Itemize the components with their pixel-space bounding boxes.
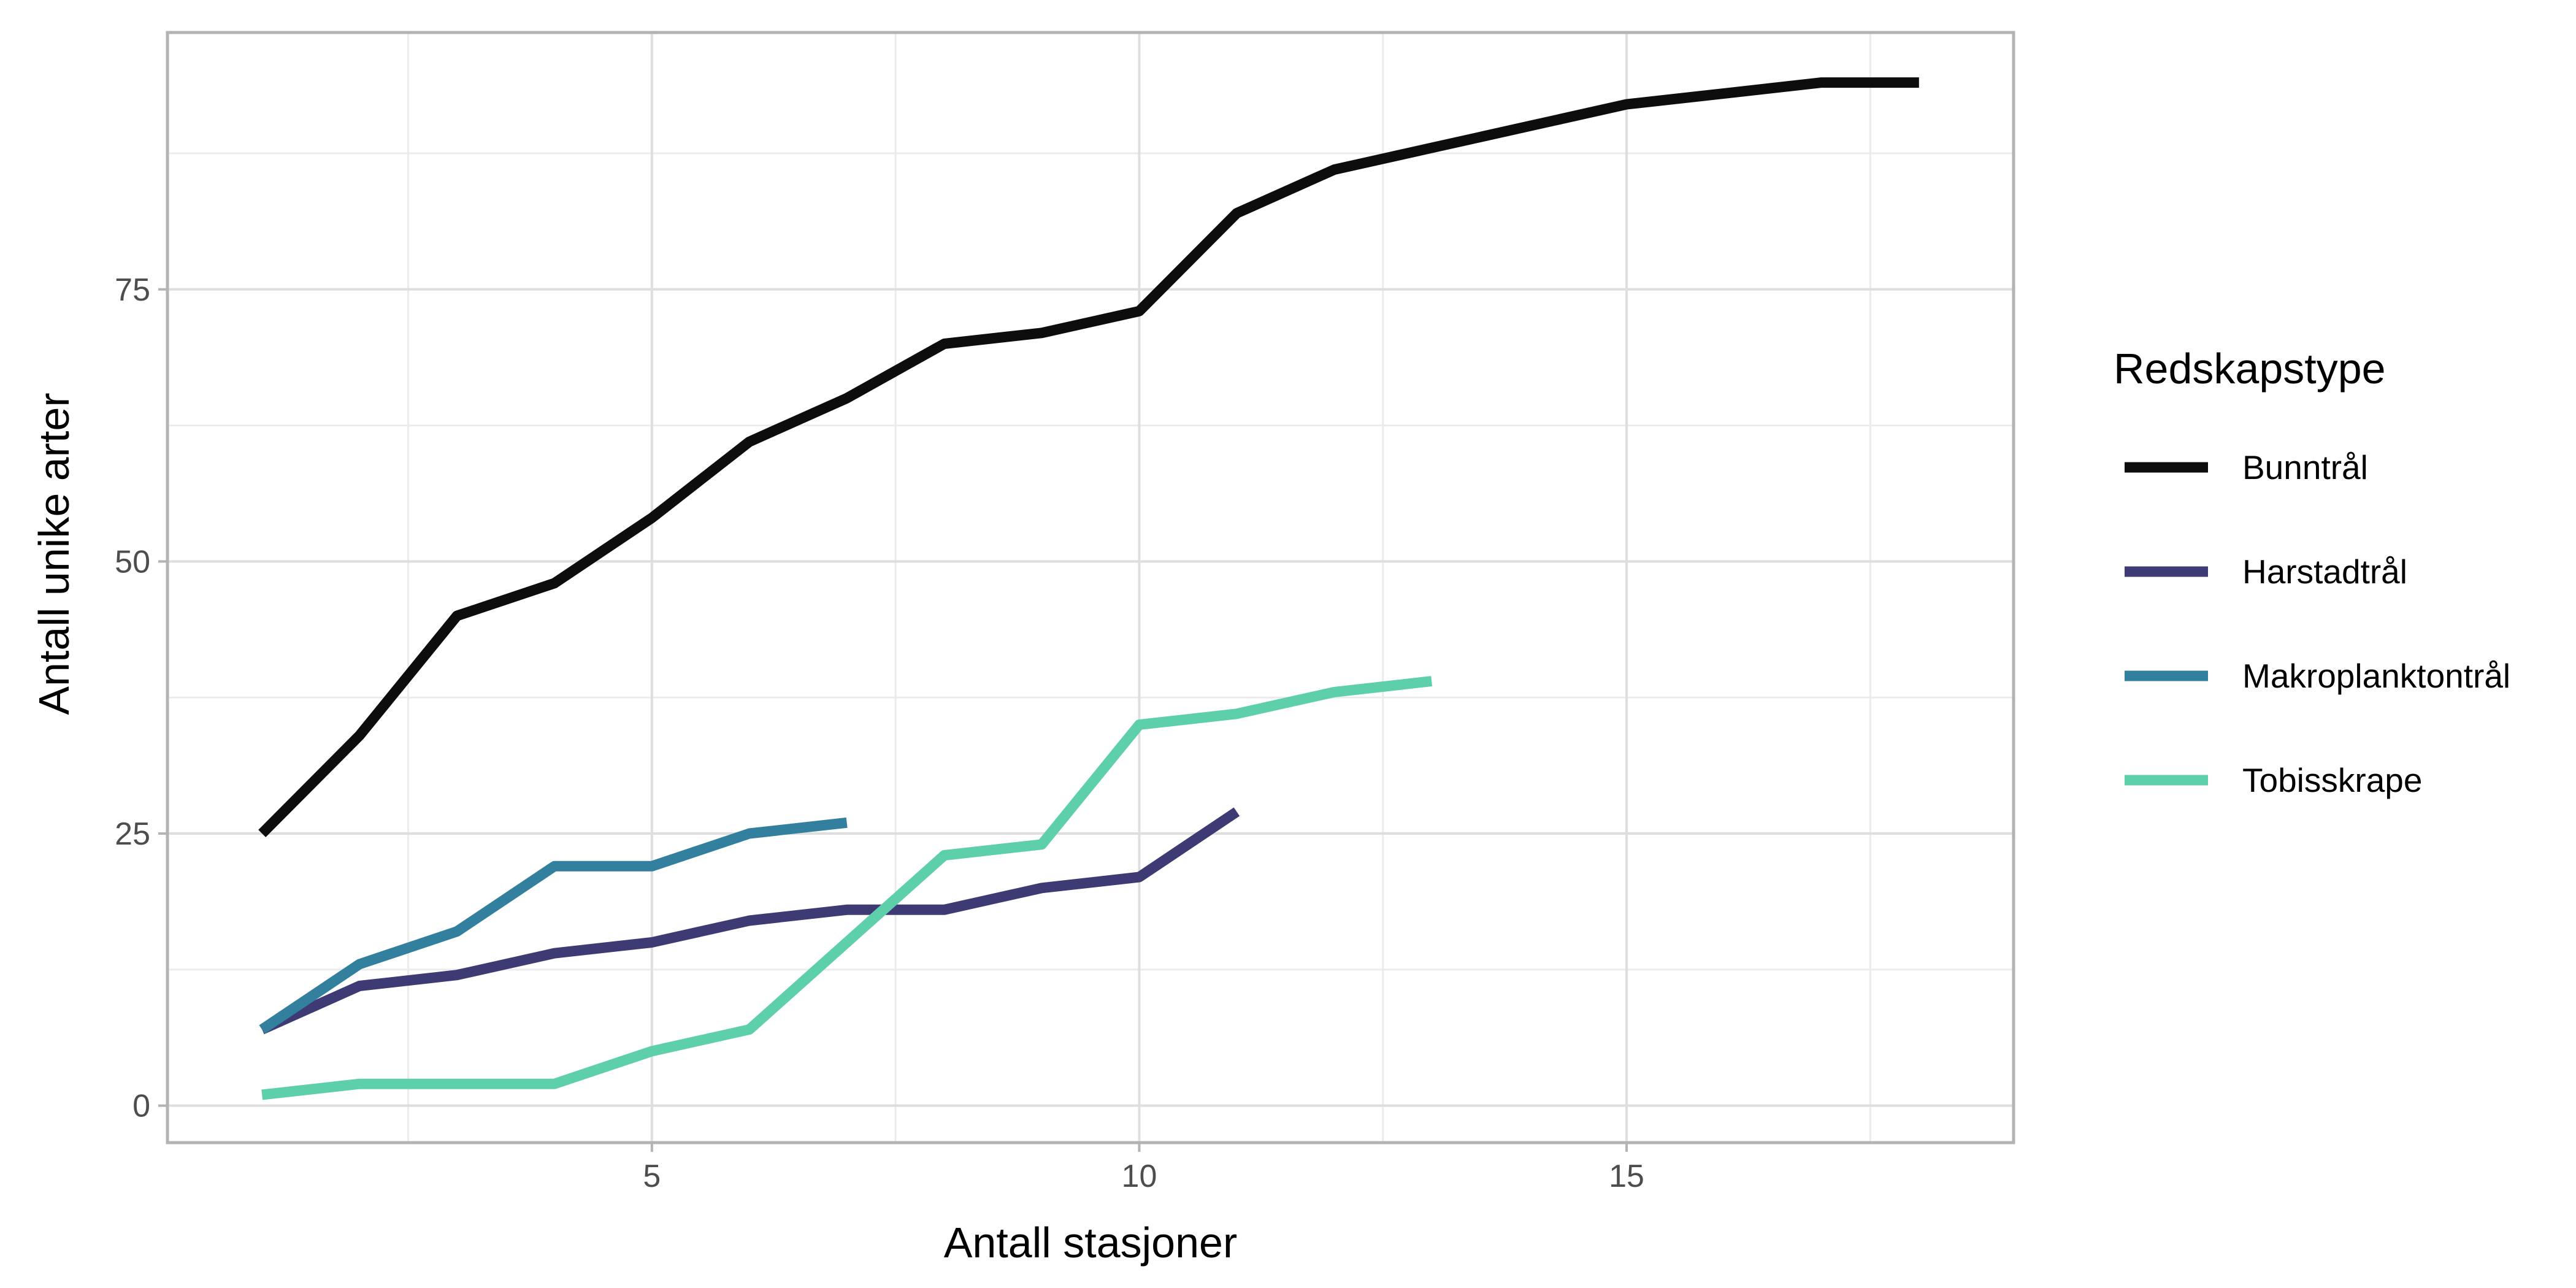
plot-panel-border (166, 31, 2015, 1144)
series-lines (258, 77, 1919, 1100)
legend-item-label: Makroplanktontrål (2242, 657, 2510, 695)
y-tick-label: 50 (115, 544, 150, 580)
y-tick-label: 25 (115, 816, 150, 852)
tick-labels: 5 10 15 0 25 50 75 (115, 272, 1644, 1194)
series-line-bunntr-l (258, 77, 1919, 837)
y-tick-label: 0 (132, 1089, 150, 1124)
major-gridlines (167, 33, 2014, 1143)
x-tick-label: 15 (1609, 1159, 1644, 1194)
legend-item-label: Bunntrål (2242, 448, 2368, 486)
legend-item-label: Tobisskrape (2242, 761, 2422, 799)
y-tick-label: 75 (115, 272, 150, 308)
minor-gridlines (167, 33, 2014, 1143)
legend: Redskapstype Bunntrål Harstadtrål Makropla… (2114, 345, 2510, 799)
series-line-harstadtr-l (259, 807, 1240, 1035)
axis-ticks (158, 288, 1628, 1152)
x-tick-label: 5 (643, 1159, 661, 1194)
legend-item-label: Harstadtrål (2242, 553, 2407, 591)
y-axis-title: Antall unike arter (30, 393, 78, 715)
legend-title: Redskapstype (2114, 345, 2386, 393)
series-line-makroplanktontr-l (259, 817, 848, 1034)
x-tick-label: 10 (1122, 1159, 1157, 1194)
series-line-tobisskrape (261, 676, 1433, 1100)
x-axis-title: Antall stasjoner (944, 1219, 1238, 1267)
